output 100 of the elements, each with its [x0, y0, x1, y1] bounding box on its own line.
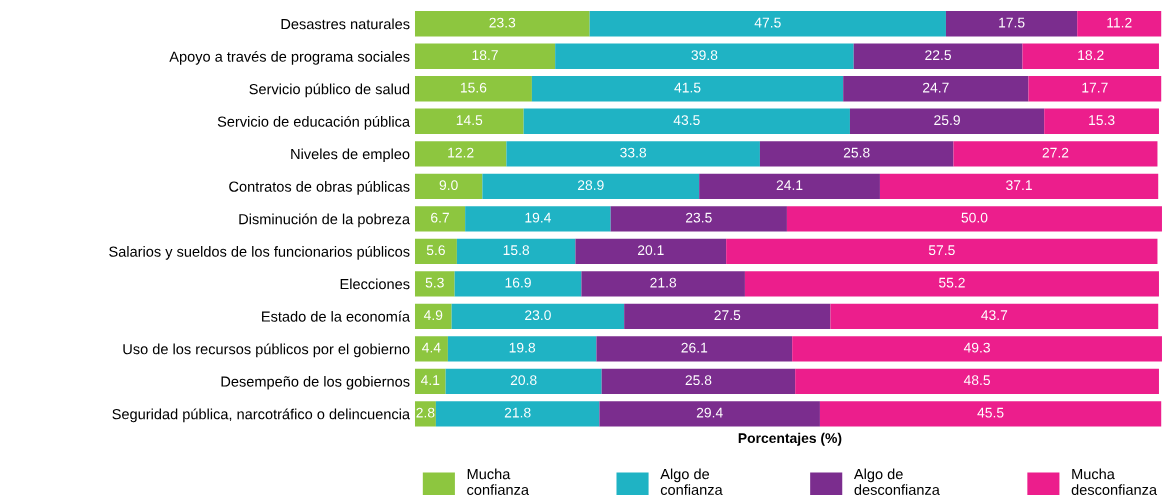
- data-label: 21.8: [650, 277, 677, 288]
- bar: [699, 173, 880, 199]
- data-label: 9.0: [439, 180, 458, 191]
- bar: [445, 368, 602, 394]
- bar: [726, 238, 1158, 264]
- legend-label: Algo de confianza: [660, 468, 723, 495]
- data-label: 4.1: [420, 375, 440, 385]
- bar: [523, 108, 850, 134]
- bar: [795, 368, 1159, 394]
- data-label: 12.2: [448, 147, 474, 158]
- bar: [953, 141, 1158, 167]
- y-tick-label: Desempeño de los gobiernos: [221, 376, 410, 390]
- bar: [853, 43, 1023, 69]
- data-label: 23.0: [525, 310, 551, 321]
- bar: [601, 368, 796, 394]
- y-tick-label: Disminución de la pobreza: [239, 213, 411, 228]
- bar: [414, 43, 556, 69]
- bar: [759, 141, 954, 167]
- y-tick-label: Servicio de educación pública: [217, 115, 411, 130]
- bar: [599, 401, 820, 427]
- data-label: 4.9: [423, 310, 443, 321]
- data-label: 22.5: [925, 50, 951, 61]
- bar: [575, 238, 727, 264]
- bar: [849, 108, 1045, 134]
- y-tick-label: Elecciones: [340, 278, 410, 290]
- data-label: 18.2: [1078, 50, 1104, 61]
- data-label: 11.2: [1107, 17, 1132, 28]
- bar: [414, 206, 466, 232]
- bar: [451, 303, 625, 329]
- data-label: 18.7: [472, 50, 498, 61]
- legend-label: Algo de desconfianza: [853, 468, 940, 495]
- y-tick-label: Salarios y sueldos de los funcionarios públicos: [109, 245, 410, 260]
- data-label: 16.9: [505, 277, 531, 288]
- data-label: 17.7: [1082, 82, 1108, 93]
- bar: [843, 76, 1029, 102]
- data-label: 5.3: [425, 277, 444, 288]
- bar: [531, 76, 844, 102]
- bar: [792, 336, 1162, 362]
- data-label: 48.5: [963, 375, 991, 386]
- bar: [744, 271, 1159, 297]
- data-label: 26.1: [681, 342, 708, 353]
- bar: [610, 206, 787, 232]
- bar: [879, 173, 1159, 199]
- data-label: 25.9: [934, 115, 960, 126]
- bar: [414, 173, 483, 199]
- bar: [454, 271, 582, 297]
- data-label: 25.8: [685, 375, 712, 386]
- data-label: 43.5: [673, 115, 700, 126]
- x-axis-title: Porcentajes (%): [738, 432, 842, 446]
- y-tick-label: Uso de los recursos públicos por el gobierno: [123, 343, 410, 358]
- bar: [414, 303, 452, 329]
- data-label: 27.5: [714, 310, 741, 321]
- bar: [435, 401, 600, 427]
- data-label: 24.1: [776, 180, 803, 190]
- bar: [506, 141, 760, 167]
- bar: [482, 173, 700, 199]
- data-label: 37.1: [1006, 180, 1032, 191]
- data-label: 29.4: [696, 407, 723, 418]
- bar: [414, 336, 448, 362]
- bar: [581, 271, 745, 297]
- bar: [414, 76, 532, 102]
- data-label: 20.8: [510, 375, 537, 386]
- bar: [414, 271, 455, 297]
- data-label: 33.8: [620, 147, 647, 158]
- data-label: 57.5: [928, 245, 955, 256]
- data-label: 14.5: [456, 115, 483, 126]
- bar: [1022, 43, 1159, 69]
- data-label: 23.5: [685, 212, 712, 223]
- data-label: 23.3: [489, 17, 516, 28]
- bar: [414, 11, 590, 37]
- data-label: 55.2: [938, 277, 965, 288]
- bar: [596, 336, 793, 362]
- y-tick-label: Desastres naturales: [281, 18, 410, 30]
- data-label: 21.8: [504, 407, 531, 418]
- y-tick-label: Contratos de obras públicas: [229, 180, 410, 195]
- data-label: 20.1: [637, 245, 664, 256]
- data-label: 45.5: [977, 407, 1004, 418]
- data-label: 15.8: [503, 245, 530, 256]
- data-label: 41.5: [674, 82, 701, 93]
- data-label: 49.3: [963, 342, 990, 353]
- data-label: 15.6: [460, 82, 487, 93]
- y-tick-label: Servicio público de salud: [249, 83, 410, 98]
- bar: [456, 238, 576, 264]
- data-label: 50.0: [961, 212, 988, 223]
- bar: [624, 303, 831, 329]
- data-label: 6.7: [431, 212, 449, 223]
- data-label: 39.8: [691, 50, 718, 61]
- data-label: 43.7: [981, 310, 1008, 321]
- data-label: 17.5: [999, 17, 1025, 28]
- data-label: 2.8: [416, 407, 435, 418]
- bar: [414, 368, 446, 394]
- y-tick-label: Niveles de empleo: [291, 148, 410, 163]
- data-label: 4.4: [422, 342, 441, 353]
- y-tick-label: Seguridad pública, narcotráfico o delincuencia: [112, 408, 411, 423]
- bar: [1044, 108, 1159, 134]
- bar: [1077, 11, 1162, 37]
- bar: [465, 206, 611, 232]
- bar: [1028, 76, 1162, 102]
- bar: [819, 401, 1162, 427]
- data-label: 24.7: [923, 82, 949, 93]
